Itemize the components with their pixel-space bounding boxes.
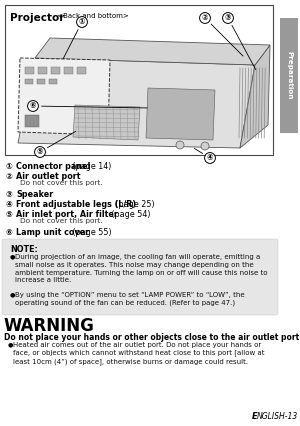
Text: ④: ④	[5, 200, 12, 209]
Text: During projection of an image, the cooling fan will operate, emitting a
small no: During projection of an image, the cooli…	[15, 254, 268, 283]
Text: Do not cover this port.: Do not cover this port.	[20, 218, 103, 224]
Polygon shape	[35, 38, 270, 65]
Bar	[77, 67, 86, 74]
Text: ①: ①	[63, 17, 85, 58]
Polygon shape	[146, 88, 215, 140]
Text: ⑥: ⑥	[5, 228, 12, 237]
Text: ●: ●	[10, 254, 16, 259]
Text: (page 55): (page 55)	[70, 228, 112, 237]
Text: Do not cover this port.: Do not cover this port.	[20, 180, 103, 186]
Text: ②: ②	[202, 14, 243, 56]
Text: ②: ②	[5, 172, 12, 181]
Text: ③: ③	[5, 190, 12, 199]
Text: ⑤: ⑤	[5, 210, 12, 219]
Text: (page 54): (page 54)	[110, 210, 151, 219]
FancyBboxPatch shape	[2, 239, 278, 315]
Bar	[25, 79, 33, 84]
Text: ●: ●	[10, 292, 16, 297]
Bar	[25, 67, 34, 74]
Text: WARNING: WARNING	[4, 317, 95, 335]
Text: NOTE:: NOTE:	[10, 245, 38, 254]
Text: Air inlet port, Air filter: Air inlet port, Air filter	[16, 210, 118, 219]
Text: Connector panel: Connector panel	[16, 162, 90, 171]
Text: By using the “OPTION” menu to set “LAMP POWER” to “LOW”, the
operating sound of : By using the “OPTION” menu to set “LAMP …	[15, 292, 244, 306]
Text: Do not place your hands or other objects close to the air outlet port.: Do not place your hands or other objects…	[4, 333, 300, 342]
Bar	[25, 115, 39, 127]
Bar	[51, 67, 60, 74]
Bar	[64, 67, 73, 74]
Circle shape	[176, 141, 184, 149]
Bar	[280, 18, 298, 133]
Text: (page 14): (page 14)	[70, 162, 111, 171]
Polygon shape	[18, 58, 110, 135]
Polygon shape	[73, 105, 140, 140]
Text: Air outlet port: Air outlet port	[16, 172, 80, 181]
Text: ④: ④	[194, 148, 213, 162]
Text: Heated air comes out of the air outlet port. Do not place your hands or
face, or: Heated air comes out of the air outlet p…	[13, 342, 265, 365]
Text: <Back and bottom>: <Back and bottom>	[55, 13, 129, 19]
Polygon shape	[18, 58, 255, 148]
Polygon shape	[240, 45, 270, 148]
Circle shape	[201, 142, 209, 150]
Text: ⑤: ⑤	[37, 131, 76, 156]
Bar	[5, 5, 273, 155]
Text: E: E	[252, 412, 258, 421]
Text: (page 25): (page 25)	[113, 200, 155, 209]
Text: ⑥: ⑥	[30, 101, 147, 110]
Text: Speaker: Speaker	[16, 190, 53, 199]
Bar	[49, 79, 57, 84]
Text: Front adjustable legs (L/R): Front adjustable legs (L/R)	[16, 200, 136, 209]
Bar	[38, 67, 47, 74]
Text: Projector: Projector	[10, 13, 64, 23]
Text: ●: ●	[8, 342, 14, 347]
Text: Preparation: Preparation	[286, 51, 292, 100]
Text: ③: ③	[225, 14, 256, 69]
Text: ①: ①	[5, 162, 12, 171]
Text: Lamp unit cover: Lamp unit cover	[16, 228, 89, 237]
Bar	[37, 79, 45, 84]
Text: NGLISH-13: NGLISH-13	[257, 412, 298, 421]
